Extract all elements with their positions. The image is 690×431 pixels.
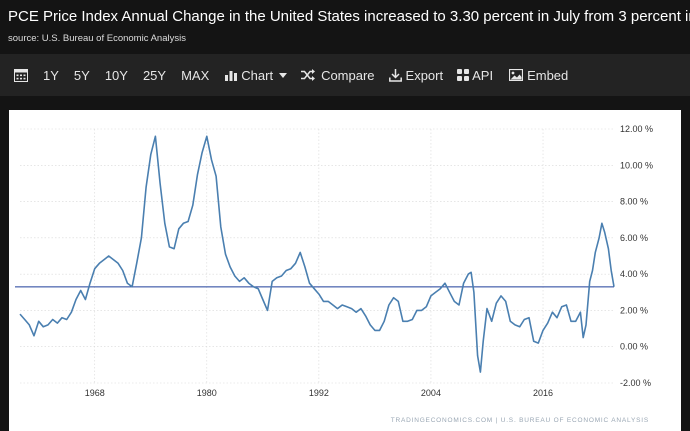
x-tick-label: 1968 xyxy=(85,388,105,398)
chart-type-label: Chart xyxy=(241,67,274,83)
pce-line-chart: 12.00 % 10.00 % 8.00 % 6.00 % 4.00 % 2.00 % 0.… xyxy=(15,124,653,398)
range-10y-button[interactable]: 10Y xyxy=(104,67,128,83)
range-25y-button[interactable]: 25Y xyxy=(142,67,167,83)
series-line-pce xyxy=(19,135,615,373)
chart-attribution: TRADINGECONOMICS.COM | U.S. BUREAU OF EC… xyxy=(390,417,649,424)
chart-toolbar: 1Y 5Y 10Y 25Y MAX Chart Compare Export A… xyxy=(0,54,690,96)
chart-panel: 12.00 % 10.00 % 8.00 % 6.00 % 4.00 % 2.00 % 0.… xyxy=(9,110,681,431)
range-5y-button[interactable]: 5Y xyxy=(73,67,90,83)
api-button[interactable]: API xyxy=(457,68,493,83)
y-tick-label: 10.00 % xyxy=(620,160,653,170)
calendar-icon xyxy=(14,68,28,82)
range-1y-button[interactable]: 1Y xyxy=(43,67,59,83)
y-tick-label: 4.00 % xyxy=(620,269,648,279)
source-label: source: U.S. Bureau of Economic Analysis xyxy=(8,33,186,44)
x-tick-label: 1980 xyxy=(197,388,217,398)
shuffle-icon xyxy=(301,69,316,81)
y-tick-label: 8.00 % xyxy=(620,197,648,207)
export-button[interactable]: Export xyxy=(388,67,444,83)
calendar-button[interactable] xyxy=(14,68,28,82)
api-label: API xyxy=(472,67,494,83)
x-tick-label: 2004 xyxy=(421,388,441,398)
y-tick-label: -2.00 % xyxy=(620,378,651,388)
grid-icon xyxy=(457,69,470,81)
y-tick-label: 0.00 % xyxy=(620,342,648,352)
bar-chart-icon xyxy=(225,71,238,81)
x-tick-label: 1992 xyxy=(309,388,329,398)
range-max-button[interactable]: MAX xyxy=(181,67,210,83)
embed-button[interactable]: Embed xyxy=(509,68,568,83)
page-title: PCE Price Index Annual Change in the Uni… xyxy=(8,8,690,25)
image-icon xyxy=(509,69,524,81)
y-tick-label: 2.00 % xyxy=(620,305,648,315)
embed-label: Embed xyxy=(527,67,569,83)
chart-type-button[interactable]: Chart xyxy=(225,67,288,83)
y-tick-label: 6.00 % xyxy=(620,233,648,243)
caret-down-icon xyxy=(279,72,288,78)
x-tick-label: 2016 xyxy=(533,388,553,398)
export-label: Export xyxy=(405,67,444,83)
y-tick-label: 12.00 % xyxy=(620,124,653,134)
compare-label: Compare xyxy=(321,67,375,83)
download-icon xyxy=(388,68,402,82)
compare-button[interactable]: Compare xyxy=(301,67,375,83)
